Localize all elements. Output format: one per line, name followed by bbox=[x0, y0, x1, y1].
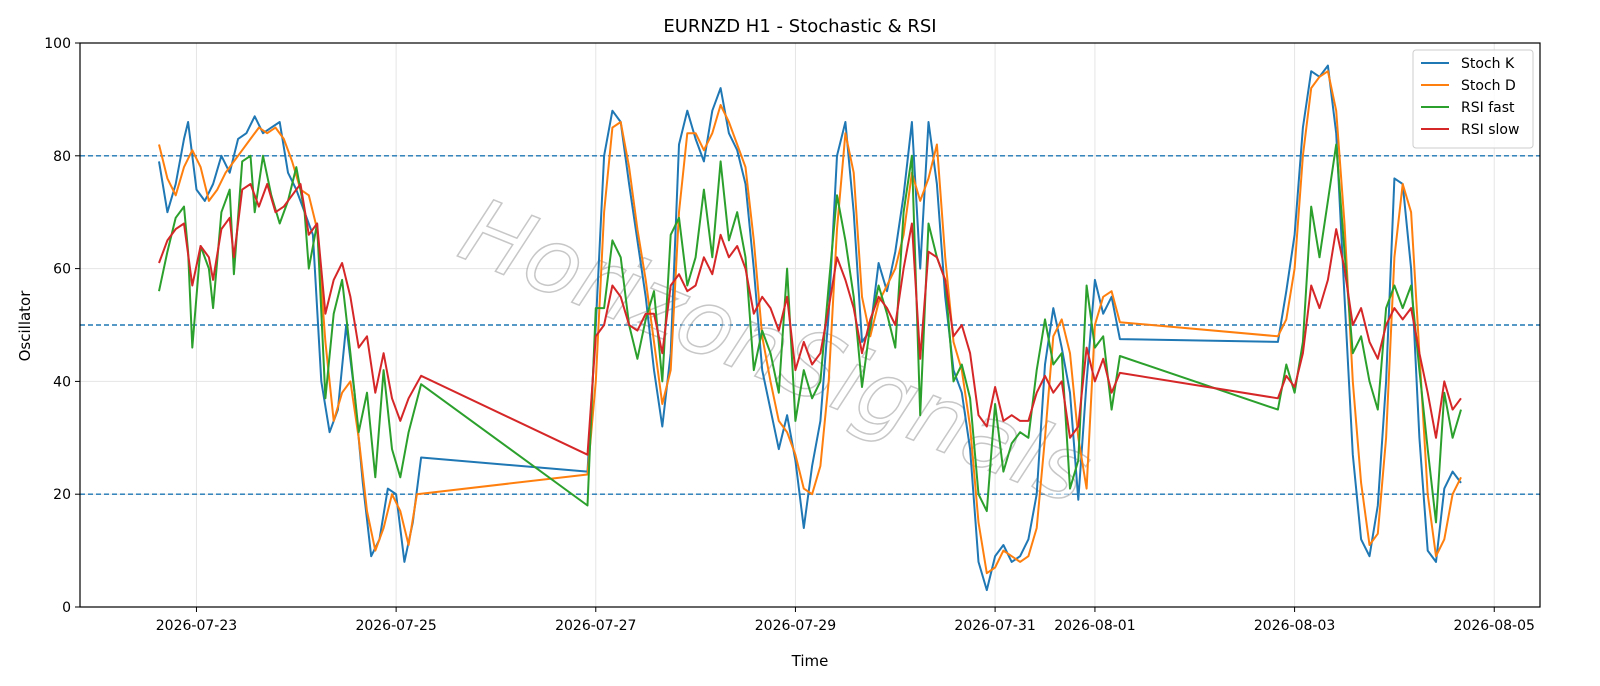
series-line-stoch_k bbox=[158, 64, 1462, 592]
y-axis-label: Oscillator bbox=[16, 290, 34, 362]
y-tick-label: 100 bbox=[44, 36, 71, 52]
x-tick-label: 2026-07-31 bbox=[954, 618, 1035, 634]
legend-box bbox=[1412, 49, 1534, 149]
series-line-rsi_slow bbox=[158, 183, 1462, 456]
x-axis-ticks: 2026-07-23 2026-07-25 2026-07-27 2026-07-29… bbox=[156, 607, 1535, 634]
x-tick-label: 2026-07-25 bbox=[355, 618, 436, 634]
legend: Stoch K Stoch D RSI fast RSI slow bbox=[1412, 49, 1534, 149]
legend-label-rsi_slow: RSI slow bbox=[1461, 122, 1519, 138]
series-lines bbox=[158, 64, 1462, 592]
legend-label-stoch_d: Stoch D bbox=[1461, 78, 1516, 94]
x-tick-label: 2026-08-05 bbox=[1454, 618, 1535, 634]
legend-label-rsi_fast: RSI fast bbox=[1461, 100, 1515, 116]
x-axis-label: Time bbox=[791, 652, 829, 670]
axes bbox=[79, 42, 1541, 608]
y-axis-ticks: 0 20 40 60 80 100 bbox=[44, 36, 80, 616]
y-tick-label: 0 bbox=[62, 600, 71, 616]
x-tick-label: 2026-07-23 bbox=[156, 618, 237, 634]
y-tick-label: 40 bbox=[53, 374, 71, 390]
y-tick-label: 80 bbox=[53, 149, 71, 165]
y-tick-label: 20 bbox=[53, 487, 71, 503]
x-tick-label: 2026-07-27 bbox=[555, 618, 636, 634]
x-tick-label: 2026-08-01 bbox=[1054, 618, 1135, 634]
chart-title: EURNZD H1 - Stochastic & RSI bbox=[663, 16, 936, 37]
x-tick-label: 2026-08-03 bbox=[1254, 618, 1335, 634]
series-line-stoch_d bbox=[158, 70, 1462, 575]
plot-frame bbox=[79, 42, 1541, 608]
legend-label-stoch_k: Stoch K bbox=[1461, 56, 1515, 72]
x-tick-label: 2026-07-29 bbox=[755, 618, 836, 634]
y-tick-label: 60 bbox=[53, 262, 71, 278]
